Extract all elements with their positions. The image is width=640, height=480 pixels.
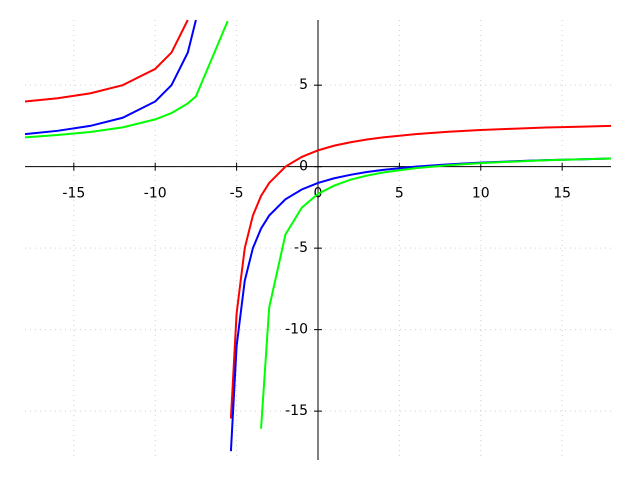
- x-tick-label: -15: [62, 186, 85, 202]
- y-tick-label: -15: [285, 403, 308, 419]
- x-tick-label: -10: [144, 186, 167, 202]
- series-line: [229, 124, 612, 419]
- x-tick-label: -5: [230, 186, 244, 202]
- y-tick-label: 0: [299, 159, 308, 175]
- series-line: [24, 20, 229, 139]
- y-tick-label: -5: [294, 240, 308, 256]
- y-tick-label: 5: [299, 77, 308, 93]
- series-line: [24, 19, 189, 103]
- x-tick-label: 10: [472, 186, 490, 202]
- x-tick-label: 15: [553, 186, 571, 202]
- series-line: [24, 19, 197, 136]
- series-line: [260, 157, 612, 429]
- y-tick-label: -10: [285, 322, 308, 338]
- x-tick-label: 5: [395, 186, 404, 202]
